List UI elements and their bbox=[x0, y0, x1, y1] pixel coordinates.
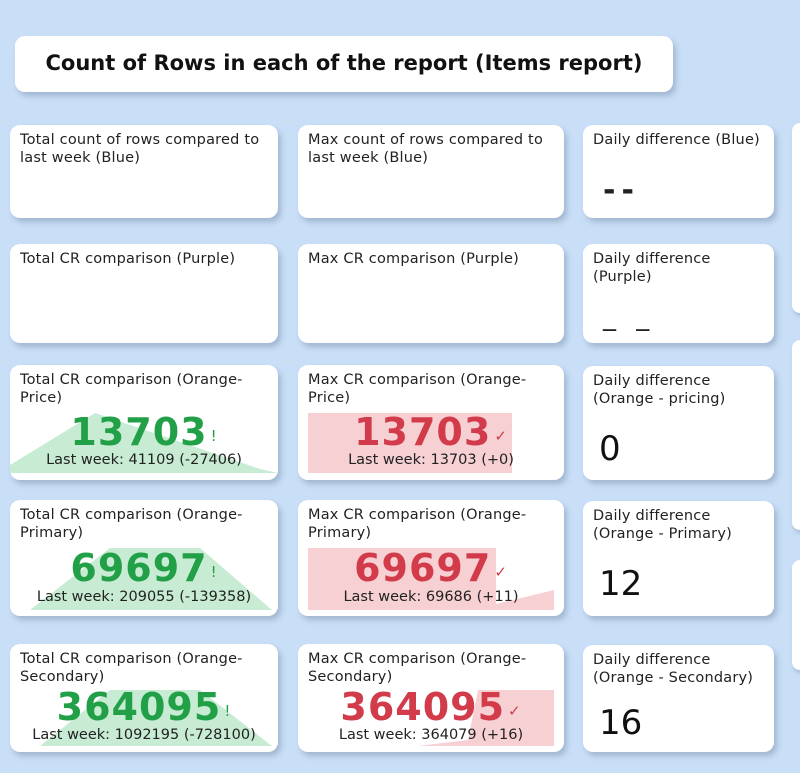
card-daily-orange-secondary[interactable]: Daily difference (Orange - Secondary) 16 bbox=[583, 645, 774, 752]
card-title: Max count of rows compared to last week … bbox=[308, 132, 544, 166]
card-title: Total count of rows compared to last wee… bbox=[20, 132, 260, 166]
kpi-value: 69697! bbox=[70, 546, 218, 590]
card-title: Max CR comparison (Orange-Primary) bbox=[308, 507, 527, 541]
card-title: Max CR comparison (Orange-Secondary) bbox=[308, 651, 527, 685]
kpi-value: 364095 ✓ bbox=[340, 685, 522, 729]
last-week-text: Last week: 69686 (+11) bbox=[343, 589, 519, 605]
trend-area bbox=[308, 413, 512, 473]
card-max-orange-secondary[interactable]: Max CR comparison (Orange-Secondary) 364… bbox=[298, 644, 564, 752]
card-title: Total CR comparison (Purple) bbox=[20, 251, 236, 267]
daily-value: -- bbox=[603, 173, 640, 208]
card-max-purple[interactable]: Max CR comparison (Purple) bbox=[298, 244, 564, 343]
card-daily-blue[interactable]: Daily difference (Blue) -- bbox=[583, 125, 774, 218]
daily-value: 0 bbox=[599, 429, 621, 469]
daily-value: 16 bbox=[599, 703, 643, 743]
alert-icon: ! bbox=[224, 702, 232, 720]
last-week-text: Last week: 364079 (+16) bbox=[338, 727, 524, 743]
last-week-text: Last week: 1092195 (-728100) bbox=[32, 727, 256, 743]
trend-area bbox=[40, 690, 272, 746]
kpi-value: 13703! bbox=[70, 410, 218, 454]
card-max-orange-primary[interactable]: Max CR comparison (Orange-Primary) 69697… bbox=[298, 500, 564, 616]
kpi-value: 13703 ✓ bbox=[354, 410, 508, 454]
trend-area bbox=[30, 548, 272, 610]
card-title: Daily difference (Orange - pricing) bbox=[593, 373, 726, 407]
check-icon: ✓ bbox=[494, 427, 508, 445]
trend-area bbox=[308, 548, 554, 610]
card-daily-orange-price[interactable]: Daily difference (Orange - pricing) 0 bbox=[583, 366, 774, 480]
report-title-card: Count of Rows in each of the report (Ite… bbox=[15, 36, 673, 92]
alert-icon: ! bbox=[210, 427, 218, 445]
kpi-value: 69697 ✓ bbox=[354, 546, 508, 590]
check-icon: ✓ bbox=[494, 563, 508, 581]
last-week-text: Last week: 13703 (+0) bbox=[348, 452, 514, 468]
card-daily-purple[interactable]: Daily difference (Purple) _ _ bbox=[583, 244, 774, 343]
trend-area bbox=[10, 413, 278, 473]
kpi-value: 364095! bbox=[56, 685, 232, 729]
offscreen-card[interactable] bbox=[792, 123, 800, 313]
card-daily-orange-primary[interactable]: Daily difference (Orange - Primary) 12 bbox=[583, 501, 774, 616]
page-title: Count of Rows in each of the report (Ite… bbox=[45, 51, 643, 75]
card-max-blue[interactable]: Max count of rows compared to last week … bbox=[298, 125, 564, 218]
offscreen-card[interactable] bbox=[792, 340, 800, 530]
card-total-purple[interactable]: Total CR comparison (Purple) bbox=[10, 244, 278, 343]
card-title: Daily difference (Purple) bbox=[593, 251, 711, 285]
card-title: Daily difference (Orange - Primary) bbox=[593, 508, 732, 542]
last-week-text: Last week: 209055 (-139358) bbox=[36, 589, 252, 605]
card-title: Max CR comparison (Orange-Price) bbox=[308, 372, 527, 406]
card-total-orange-price[interactable]: Total CR comparison (Orange-Price) 13703… bbox=[10, 365, 278, 480]
card-title: Total CR comparison (Orange-Secondary) bbox=[20, 651, 243, 685]
card-total-orange-primary[interactable]: Total CR comparison (Orange-Primary) 696… bbox=[10, 500, 278, 616]
daily-value: 12 bbox=[599, 564, 643, 604]
trend-area bbox=[318, 690, 554, 746]
check-icon: ✓ bbox=[508, 702, 522, 720]
card-title: Total CR comparison (Orange-Primary) bbox=[20, 507, 243, 541]
alert-icon: ! bbox=[210, 563, 218, 581]
offscreen-card[interactable] bbox=[792, 560, 800, 670]
last-week-text: Last week: 41109 (-27406) bbox=[46, 452, 242, 468]
card-total-orange-secondary[interactable]: Total CR comparison (Orange-Secondary) 3… bbox=[10, 644, 278, 752]
card-title: Daily difference (Blue) bbox=[593, 132, 760, 148]
card-title: Daily difference (Orange - Secondary) bbox=[593, 652, 754, 686]
card-max-orange-price[interactable]: Max CR comparison (Orange-Price) 13703 ✓ … bbox=[298, 365, 564, 480]
card-total-blue[interactable]: Total count of rows compared to last wee… bbox=[10, 125, 278, 218]
card-title: Total CR comparison (Orange-Price) bbox=[20, 372, 243, 406]
card-title: Max CR comparison (Purple) bbox=[308, 251, 519, 267]
daily-value: _ _ bbox=[603, 302, 656, 332]
